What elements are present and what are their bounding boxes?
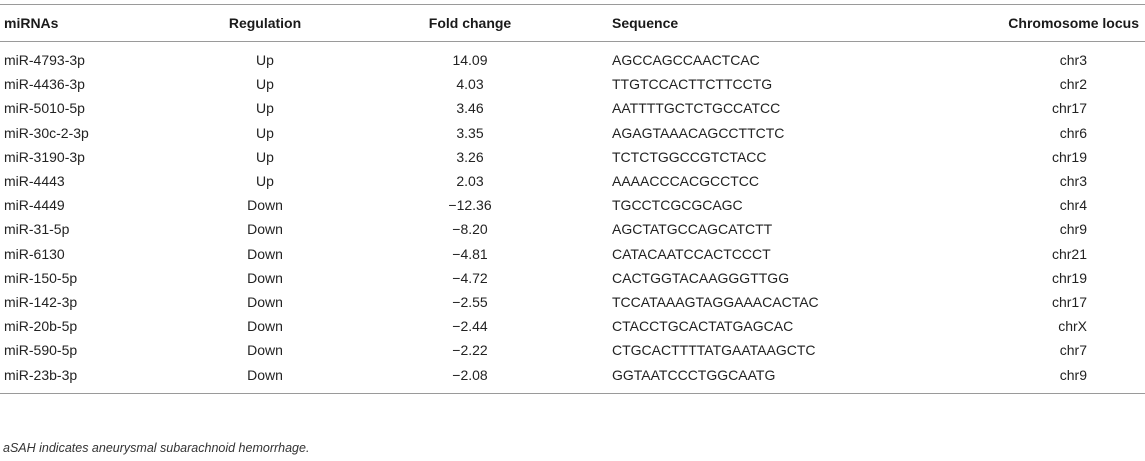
cell-chromosome-locus: chr7 <box>1059 342 1087 359</box>
cell-mirna: miR-4443 <box>4 173 65 190</box>
cell-chromosome-locus: chr3 <box>1059 52 1087 69</box>
header-mirnas: miRNAs <box>4 15 59 31</box>
cell-sequence: TCCATAAAGTAGGAAACACTAC <box>612 293 819 310</box>
cell-chromosome-locus: chr19 <box>1051 148 1087 165</box>
cell-regulation: Down <box>247 245 283 262</box>
cell-fold-change: −4.81 <box>452 245 488 262</box>
cell-fold-change: 4.03 <box>456 76 484 93</box>
header-regulation: Regulation <box>228 15 302 31</box>
cell-regulation: Down <box>247 269 283 286</box>
cell-sequence: AGAGTAAACAGCCTTCTC <box>612 124 785 141</box>
cell-regulation: Down <box>247 221 283 238</box>
cell-regulation: Down <box>247 366 283 383</box>
cell-sequence: TTGTCCACTTCTTCCTG <box>612 76 773 93</box>
header-chromosome-locus: Chromosome locus <box>1008 15 1139 31</box>
cell-mirna: miR-4793-3p <box>4 52 85 69</box>
table-row: miR-20b-5p Down −2.44 CTACCTGCACTATGAGCAC ch… <box>0 314 1145 338</box>
cell-chromosome-locus: chr9 <box>1059 221 1087 238</box>
table-body: miR-4793-3p Up 14.09 AGCCAGCCAACTCAC chr3 miR… <box>0 42 1145 394</box>
cell-regulation: Up <box>256 148 274 165</box>
cell-regulation: Up <box>256 76 274 93</box>
cell-fold-change: 3.46 <box>456 100 484 117</box>
cell-chromosome-locus: chr17 <box>1051 293 1087 310</box>
cell-fold-change: −2.55 <box>452 293 488 310</box>
table-row: miR-6130 Down −4.81 CATACAATCCACTCCCT chr21 <box>0 242 1145 266</box>
cell-mirna: miR-6130 <box>4 245 65 262</box>
table-row: miR-31-5p Down −8.20 AGCTATGCCAGCATCTT chr9 <box>0 217 1145 241</box>
cell-sequence: CATACAATCCACTCCCT <box>612 245 771 262</box>
cell-chromosome-locus: chr19 <box>1051 269 1087 286</box>
cell-fold-change: −12.36 <box>448 197 492 214</box>
cell-regulation: Down <box>247 197 283 214</box>
header-sequence: Sequence <box>612 15 679 31</box>
cell-mirna: miR-4449 <box>4 197 65 214</box>
cell-sequence: AAAACCCACGCCTCC <box>612 173 760 190</box>
table-row: miR-4793-3p Up 14.09 AGCCAGCCAACTCAC chr3 <box>0 42 1145 73</box>
cell-mirna: miR-150-5p <box>4 269 78 286</box>
table-row: miR-142-3p Down −2.55 TCCATAAAGTAGGAAACACTA… <box>0 290 1145 314</box>
cell-fold-change: 2.03 <box>456 173 484 190</box>
cell-mirna: miR-3190-3p <box>4 148 85 165</box>
cell-mirna: miR-5010-5p <box>4 100 85 117</box>
cell-chromosome-locus: chr4 <box>1059 197 1087 214</box>
cell-sequence: AGCCAGCCAACTCAC <box>612 52 760 69</box>
cell-regulation: Up <box>256 52 274 69</box>
cell-fold-change: −2.44 <box>452 318 488 335</box>
cell-chromosome-locus: chr9 <box>1059 366 1087 383</box>
cell-fold-change: −4.72 <box>452 269 488 286</box>
table-row: miR-590-5p Down −2.22 CTGCACTTTTATGAATAAGCT… <box>0 338 1145 362</box>
cell-mirna: miR-23b-3p <box>4 366 78 383</box>
table-row: miR-150-5p Down −4.72 CACTGGTACAAGGGTTGG chr… <box>0 266 1145 290</box>
table-header: miRNAs Regulation Fold change Sequence C… <box>0 4 1145 42</box>
cell-fold-change: 14.09 <box>452 52 488 69</box>
table-row: miR-5010-5p Up 3.46 AATTTTGCTCTGCCATCC chr17 <box>0 96 1145 120</box>
cell-fold-change: −8.20 <box>452 221 488 238</box>
table-row: miR-30c-2-3p Up 3.35 AGAGTAAACAGCCTTCTC chr6 <box>0 121 1145 145</box>
table-row: miR-4436-3p Up 4.03 TTGTCCACTTCTTCCTG chr2 <box>0 72 1145 96</box>
cell-mirna: miR-142-3p <box>4 293 78 310</box>
cell-regulation: Up <box>256 173 274 190</box>
cell-chromosome-locus: chr21 <box>1051 245 1087 262</box>
cell-mirna: miR-20b-5p <box>4 318 78 335</box>
cell-regulation: Up <box>256 124 274 141</box>
cell-chromosome-locus: chr2 <box>1059 76 1087 93</box>
cell-chromosome-locus: chr6 <box>1059 124 1087 141</box>
cell-mirna: miR-30c-2-3p <box>4 124 89 141</box>
table-row: miR-4443 Up 2.03 AAAACCCACGCCTCC chr3 <box>0 169 1145 193</box>
table-footnote: aSAH indicates aneurysmal subarachnoid h… <box>3 441 310 455</box>
table-row: miR-23b-3p Down −2.08 GGTAATCCCTGGCAATG chr9 <box>0 362 1145 394</box>
cell-chromosome-locus: chr17 <box>1051 100 1087 117</box>
cell-fold-change: 3.35 <box>456 124 484 141</box>
cell-sequence: TGCCTCGCGCAGC <box>612 197 743 214</box>
cell-chromosome-locus: chr3 <box>1059 173 1087 190</box>
cell-sequence: CACTGGTACAAGGGTTGG <box>612 269 790 286</box>
cell-regulation: Down <box>247 318 283 335</box>
cell-sequence: TCTCTGGCCGTCTACC <box>612 148 767 165</box>
cell-mirna: miR-590-5p <box>4 342 78 359</box>
mirna-table: miRNAs Regulation Fold change Sequence C… <box>0 4 1145 394</box>
cell-sequence: CTACCTGCACTATGAGCAC <box>612 318 794 335</box>
cell-fold-change: −2.08 <box>452 366 488 383</box>
cell-mirna: miR-4436-3p <box>4 76 85 93</box>
cell-fold-change: −2.22 <box>452 342 488 359</box>
cell-regulation: Up <box>256 100 274 117</box>
cell-regulation: Down <box>247 342 283 359</box>
cell-sequence: GGTAATCCCTGGCAATG <box>612 366 776 383</box>
cell-chromosome-locus: chrX <box>1058 318 1087 335</box>
table-row: miR-4449 Down −12.36 TGCCTCGCGCAGC chr4 <box>0 193 1145 217</box>
cell-mirna: miR-31-5p <box>4 221 70 238</box>
cell-regulation: Down <box>247 293 283 310</box>
cell-sequence: AATTTTGCTCTGCCATCC <box>612 100 781 117</box>
cell-sequence: AGCTATGCCAGCATCTT <box>612 221 773 238</box>
header-row: miRNAs Regulation Fold change Sequence C… <box>0 4 1145 42</box>
cell-sequence: CTGCACTTTTATGAATAAGCTC <box>612 342 816 359</box>
cell-fold-change: 3.26 <box>456 148 484 165</box>
table-row: miR-3190-3p Up 3.26 TCTCTGGCCGTCTACC chr19 <box>0 145 1145 169</box>
header-fold-change: Fold change <box>428 15 512 31</box>
